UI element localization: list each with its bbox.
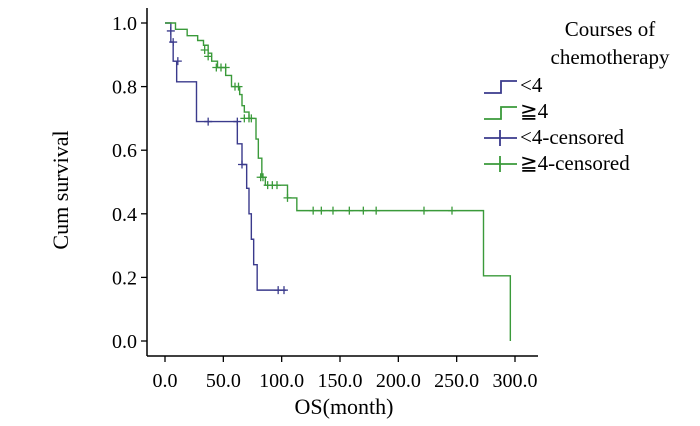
x-tick-label: 300.0 [493,370,538,392]
censor-mark-lt4 [169,38,178,47]
x-tick-label: 250.0 [434,370,479,392]
censor-mark-ge4 [317,206,326,215]
censor-mark-lt4 [204,117,213,126]
legend-entry-label: ≧4 [520,99,549,123]
censor-mark-ge4 [448,206,456,215]
censor-mark-lt4 [233,117,242,126]
censor-mark-ge4 [247,114,256,123]
x-tick-label: 150.0 [318,370,363,392]
censor-mark-ge4 [372,206,381,215]
legend-symbol-censor-2 [484,130,517,146]
x-tick-label: 0.0 [153,370,178,392]
censor-mark-ge4 [221,63,230,72]
legend-symbol-step-0 [484,80,517,94]
censor-mark-ge4 [345,206,354,215]
censor-mark-lt4 [173,57,182,66]
legend-entry-label: ≧4-censored [520,151,630,175]
legend-symbol-censor-3 [484,156,517,172]
x-tick-label: 200.0 [376,370,421,392]
censor-mark-ge4 [420,206,428,215]
legend: Courses of chemotherapy <4≧4<4-censored≧4-… [484,17,670,175]
legend-entry-label: <4 [520,73,543,97]
legend-title-line2: chemotherapy [551,45,670,69]
plot-area [165,22,512,341]
censor-mark-lt4 [166,26,175,35]
y-tick-label: 0.8 [112,77,137,99]
y-tick-label: 1.0 [112,13,137,35]
y-tick-label: 0.4 [112,204,137,226]
survival-curve-ge4 [165,22,512,341]
censor-mark-lt4 [280,286,288,295]
censor-mark-ge4 [204,52,213,61]
legend-title-line1: Courses of [565,17,655,41]
censor-mark-ge4 [329,206,337,215]
y-tick-label: 0.0 [112,331,137,353]
censor-mark-ge4 [200,46,209,55]
censor-mark-ge4 [359,206,368,215]
x-tick-label: 50.0 [206,370,241,392]
x-axis-title: OS(month) [295,394,394,419]
y-axis-title: Cum survival [48,130,73,249]
censor-mark-ge4 [309,206,318,215]
survival-curve-lt4 [165,22,287,291]
censor-mark-ge4 [283,193,292,202]
y-tick-label: 0.6 [112,140,137,162]
legend-symbol-step-1 [484,106,517,120]
censor-mark-lt4 [238,160,246,169]
censor-mark-ge4 [234,82,243,91]
x-tick-label: 100.0 [259,370,304,392]
censor-mark-ge4 [259,173,267,182]
y-tick-label: 0.2 [112,267,137,289]
legend-entry-label: <4-censored [520,125,624,149]
censor-mark-ge4 [273,181,281,190]
axes: 0.0 0.2 0.4 0.6 0.8 1.0 0.0 50.0 100.0 150.0 200.0… [48,8,538,419]
